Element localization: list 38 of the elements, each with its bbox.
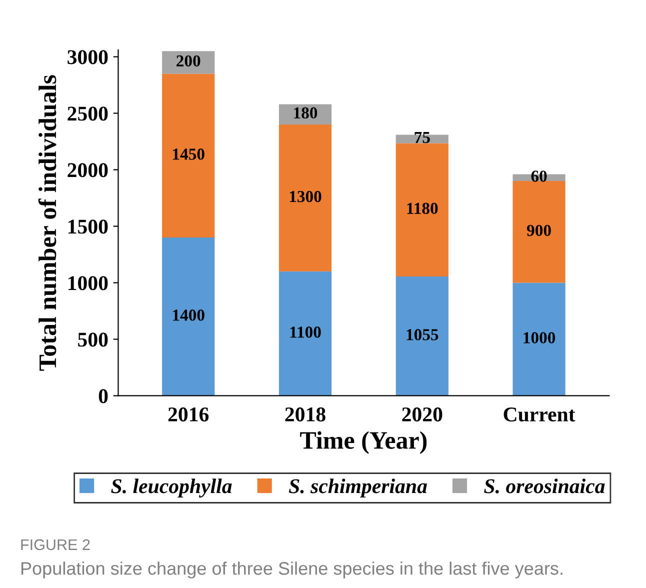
data-label: 900 [526,224,551,236]
bar [162,74,215,238]
bar [512,282,566,396]
legend-label: S. oreosinaica [484,478,605,494]
data-label: 1400 [173,310,204,321]
data-label: 1450 [173,148,204,160]
y-axis-title: Total number of individuals [38,75,56,371]
y-tick-label: 1500 [68,220,108,234]
data-label: 1180 [407,202,438,214]
data-label: 1100 [290,326,321,338]
x-tick-label: Current [504,407,576,422]
y-tick-label: 2000 [68,163,108,178]
x-tick-label: 2016 [168,407,209,422]
data-label: 1055 [406,329,438,340]
x-axis-title: Time (Year) [300,431,427,454]
data-label: 75 [414,132,430,144]
data-label: 1300 [290,190,322,202]
bar [278,124,332,272]
y-tick-label: 2500 [68,106,108,121]
caption: FIGURE 2 [21,539,90,550]
bar [396,143,448,277]
y-tick-label: 0 [98,389,108,404]
x-tick-label: 2020 [402,407,442,422]
bar [512,181,566,283]
y-tick-label: 500 [78,332,108,347]
x-tick-label: 2018 [285,407,326,422]
y-tick-label: 3000 [68,50,108,64]
bar [162,238,215,396]
text: Population size change of three Silene species in the last five years. [21,562,562,578]
legend-label: S. schimperiana [288,478,427,498]
data-label: 1000 [524,332,556,344]
bar [396,276,448,396]
data-label: 60 [531,170,547,182]
legend-label: S. leucophylla [111,478,232,498]
data-label: 200 [176,55,200,67]
data-label: 180 [294,107,318,119]
bar [278,271,332,396]
y-tick-label: 1000 [68,276,108,290]
